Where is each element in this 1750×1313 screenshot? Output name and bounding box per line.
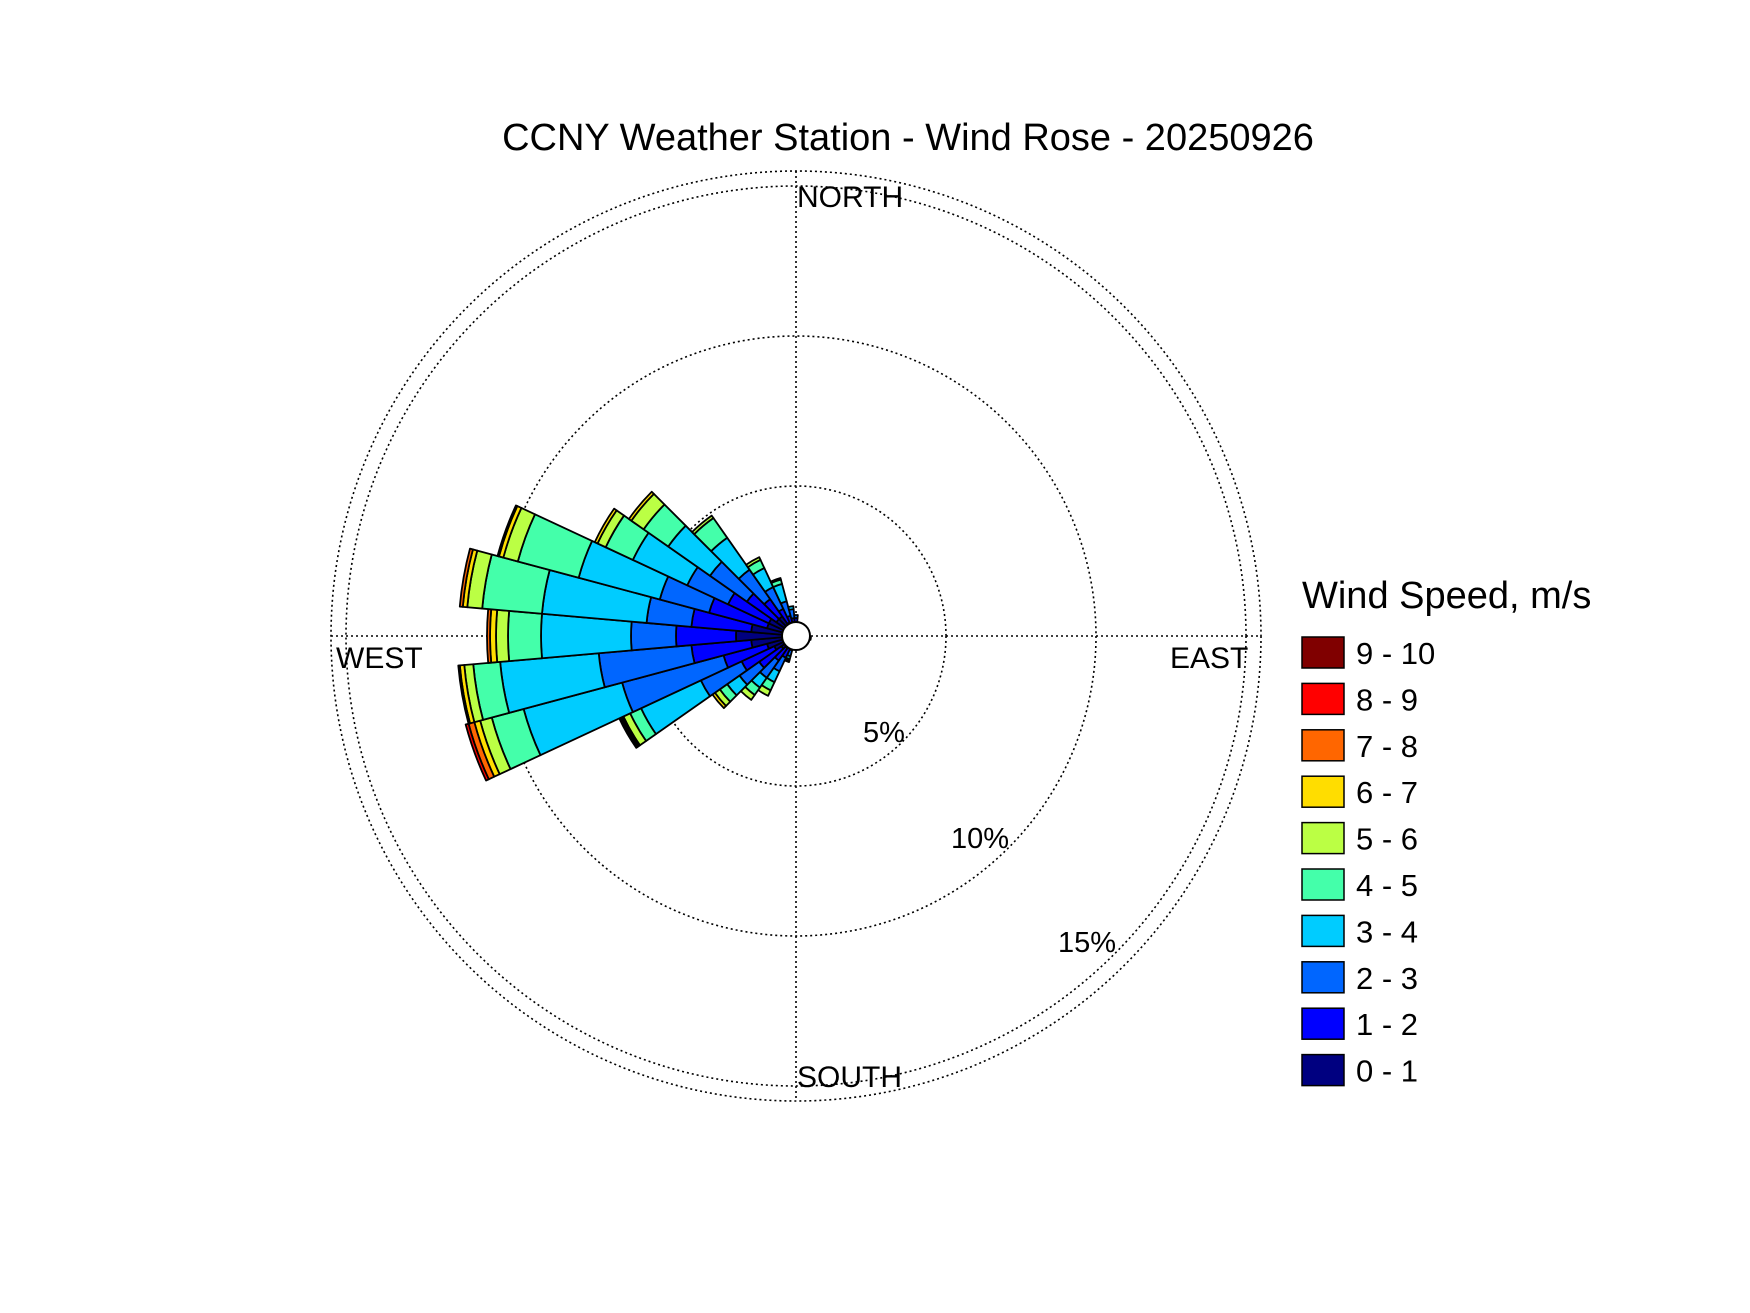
legend-swatch-7 — [1301, 729, 1345, 762]
sector-270-bin-5 — [495, 608, 510, 664]
sector-320-bin-5 — [691, 514, 715, 536]
legend-label-7: 7 - 8 — [1356, 729, 1418, 764]
wind-sectors — [457, 490, 812, 782]
legend-swatch-2 — [1301, 961, 1345, 994]
sector-250-bin-8 — [464, 722, 490, 782]
legend-label-1: 1 - 2 — [1356, 1007, 1418, 1042]
sector-330-bin-5 — [745, 556, 762, 569]
ring-label-15: 15% — [1058, 927, 1116, 959]
sector-270-bin-4 — [507, 609, 543, 663]
sector-290-bin-7 — [496, 504, 519, 558]
south-label: SOUTH — [797, 1061, 902, 1094]
north-label: NORTH — [797, 181, 903, 214]
sector-340-bin-5 — [769, 577, 782, 584]
legend-swatch-1 — [1301, 1007, 1345, 1040]
sector-310-bin-6 — [627, 490, 655, 522]
east-label: EAST — [1170, 642, 1248, 675]
legend-swatch-3 — [1301, 914, 1345, 948]
legend-label-4: 4 - 5 — [1356, 868, 1418, 903]
chart-title: CCNY Weather Station - Wind Rose - 20250… — [502, 117, 1314, 159]
legend-swatch-4 — [1301, 868, 1345, 901]
legend-label-3: 3 - 4 — [1356, 914, 1418, 949]
legend-title: Wind Speed, m/s — [1302, 575, 1591, 617]
ring-label-10: 10% — [951, 823, 1009, 855]
sector-350-bin-3 — [787, 605, 795, 611]
sector-280-bin-7 — [458, 547, 474, 608]
sector-270-bin-2 — [630, 620, 678, 652]
sector-270-bin-7 — [486, 608, 493, 664]
sector-260-bin-7 — [457, 664, 471, 725]
legend-swatch-8 — [1301, 682, 1345, 716]
west-label: WEST — [336, 642, 423, 675]
legend-label-6: 6 - 7 — [1356, 775, 1418, 810]
legend-label-0: 0 - 1 — [1356, 1054, 1418, 1089]
legend-swatch-9 — [1301, 636, 1345, 669]
sector-300-bin-6 — [593, 507, 618, 545]
sector-0-bin-2 — [793, 614, 799, 619]
legend-label-5: 5 - 6 — [1356, 822, 1418, 857]
legend-swatch-0 — [1301, 1053, 1345, 1087]
polar-grid — [330, 170, 1262, 1102]
legend-swatch-6 — [1301, 775, 1345, 808]
legend-label-9: 9 - 10 — [1356, 636, 1435, 671]
ring-label-5: 5% — [863, 717, 905, 749]
legend-label-2: 2 - 3 — [1356, 961, 1418, 996]
legend-swatch-5 — [1301, 821, 1345, 855]
legend-label-8: 8 - 9 — [1356, 682, 1418, 717]
legend: Wind Speed, m/s 9 - 10 8 - 9 7 - 8 6 - 7 5 -… — [1301, 575, 1591, 1089]
center-hole — [781, 621, 811, 651]
